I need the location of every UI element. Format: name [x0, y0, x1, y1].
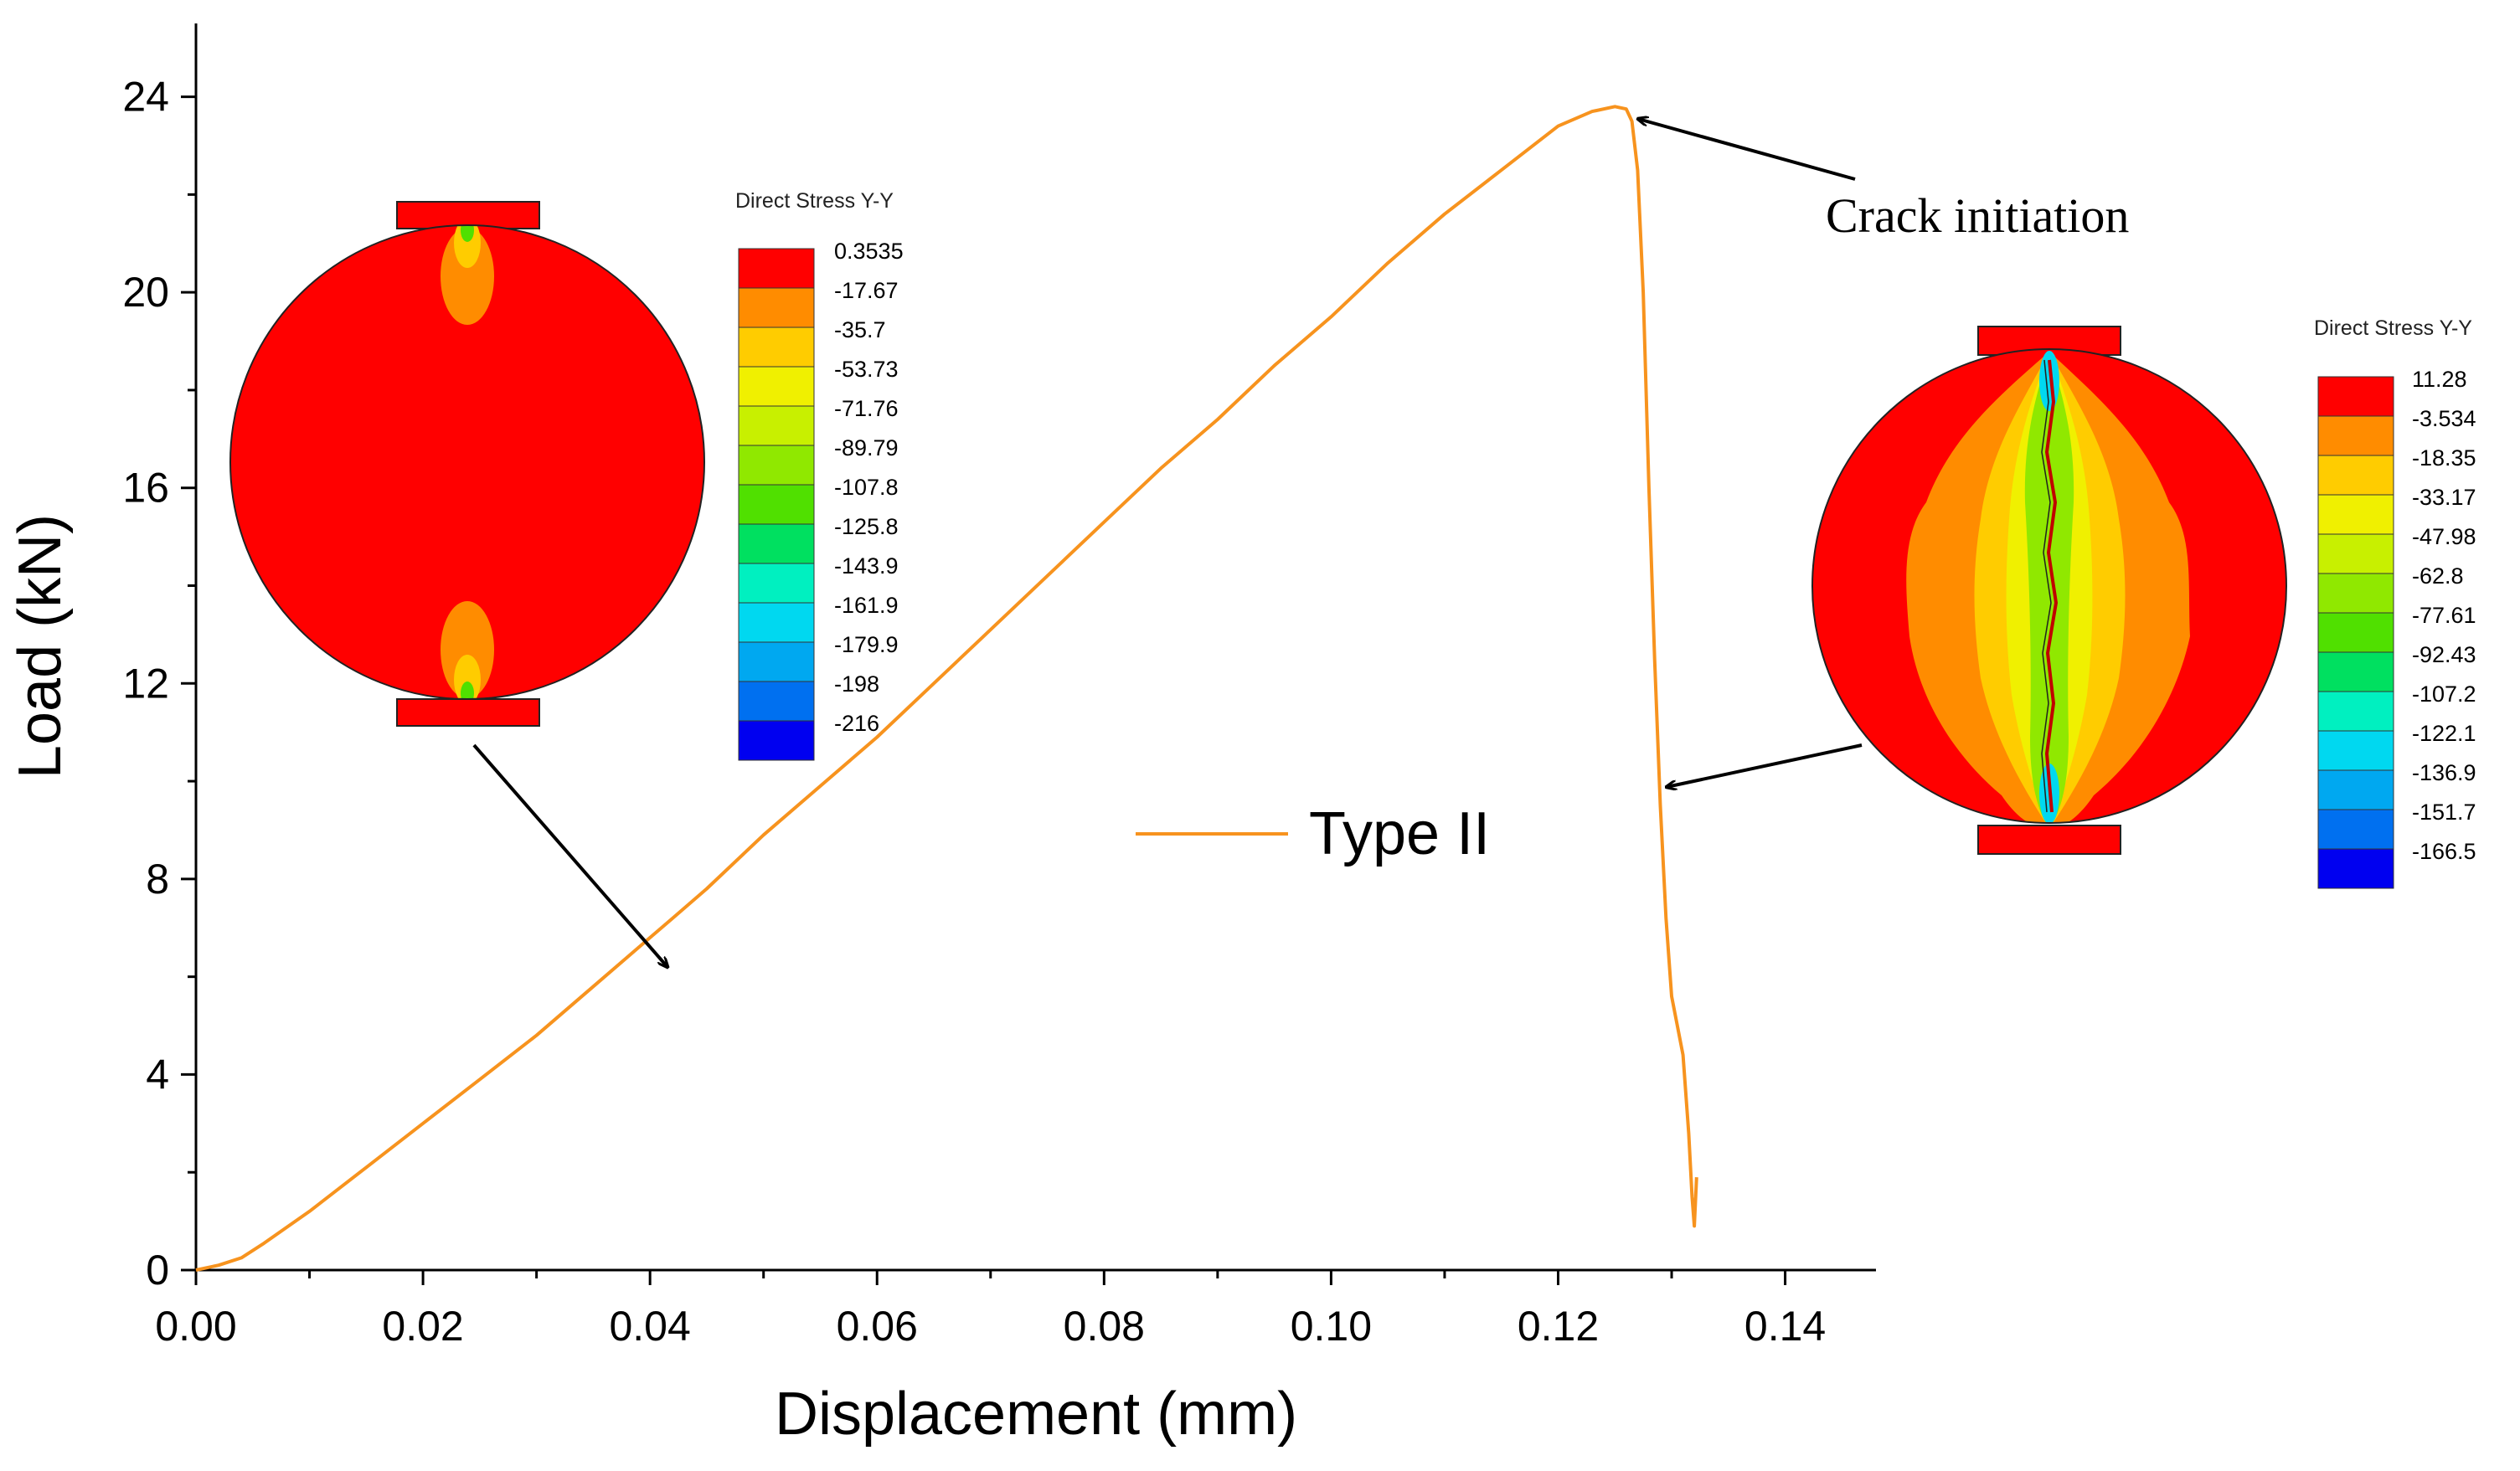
- scale-value-label: -35.7: [834, 317, 886, 342]
- scale-value-label: -136.9: [2412, 760, 2476, 785]
- scale-swatch: [2317, 376, 2394, 417]
- scale-value-label: -125.8: [834, 514, 899, 539]
- scale-value-label: 11.28: [2412, 367, 2467, 392]
- scale-value-label: -89.79: [834, 435, 899, 460]
- scale-swatch: [2317, 769, 2394, 810]
- x-tick-label: 0.08: [1064, 1303, 1145, 1350]
- inset-2-crack-outline: [2041, 359, 2052, 813]
- scale-swatch: [738, 484, 815, 525]
- legend: Type II: [1136, 800, 1490, 867]
- inset-1-color-scale: 0.3535 -17.67 -35.7 -53.73 -71.76 -89.79 -107.…: [738, 239, 904, 761]
- inset-1-top-stress-tip: [461, 225, 474, 242]
- scale-value-label: -33.17: [2412, 485, 2476, 510]
- scale-swatch: [2317, 494, 2394, 535]
- series-line-type-ii: [195, 105, 1698, 1272]
- scale-swatch: [738, 523, 815, 564]
- scale-swatch: [2317, 691, 2394, 732]
- scale-value-label: -151.7: [2412, 800, 2476, 825]
- scale-value-label: -161.9: [834, 593, 899, 618]
- y-tick-label: 12: [122, 660, 169, 707]
- scale-swatch: [2317, 848, 2394, 889]
- scale-swatch: [738, 248, 815, 289]
- inset-1-top-platen: [396, 201, 540, 229]
- inset-1-arrow: [472, 743, 667, 967]
- scale-value-label: -62.8: [2412, 563, 2464, 589]
- scale-swatch: [738, 681, 815, 722]
- scale-swatch: [738, 366, 815, 407]
- scale-swatch: [2317, 809, 2394, 850]
- scale-value-label: -53.73: [834, 357, 899, 382]
- x-tick-label: 0.06: [837, 1303, 918, 1350]
- y-tick-label: 8: [146, 856, 169, 903]
- x-ticks: 0.00 0.02 0.04 0.06 0.08 0.10 0.12 0.14: [155, 1270, 1826, 1350]
- crack-initiation-label: Crack initiation: [1826, 188, 2129, 243]
- scale-swatch: [738, 445, 815, 486]
- scale-swatch: [738, 641, 815, 682]
- scale-value-label: -107.8: [834, 475, 899, 500]
- x-tick-label: 0.00: [155, 1303, 236, 1350]
- scale-value-label: 0.3535: [834, 239, 904, 264]
- y-tick-label: 20: [122, 269, 169, 316]
- scale-value-label: -143.9: [834, 553, 899, 579]
- scale-value-label: -107.2: [2412, 681, 2476, 707]
- x-tick-label: 0.10: [1291, 1303, 1372, 1350]
- scale-value-label: -18.35: [2412, 445, 2476, 471]
- inset-2-scale-title: Direct Stress Y-Y: [2314, 316, 2472, 340]
- x-tick-label: 0.14: [1744, 1303, 1826, 1350]
- y-axis-label: Load (kN): [7, 514, 74, 779]
- scale-swatch: [738, 287, 815, 328]
- scale-value-label: -3.534: [2412, 406, 2476, 431]
- inset-2-stress-map: Direct Stress Y-Y 11.28 -3.534 -18.35 -33.1…: [1811, 316, 2476, 889]
- y-ticks: 0 4 8 12 16 20 24: [122, 74, 196, 1294]
- inset-1-top-stress-zone: [441, 228, 494, 325]
- inset-2-bottom-platen: [1977, 825, 2121, 855]
- inset-1-stress-map: Direct Stress Y-Y 0.3535 -17.67 -35.7 -53.7…: [229, 189, 904, 761]
- scale-value-label: -166.5: [2412, 839, 2476, 864]
- inset-1-bottom-stress-zone: [441, 601, 494, 698]
- y-tick-label: 4: [146, 1051, 169, 1098]
- scale-swatch: [738, 405, 815, 446]
- scale-swatch: [738, 563, 815, 604]
- scale-value-label: -71.76: [834, 396, 899, 421]
- inset-2-color-scale: 11.28 -3.534 -18.35 -33.17 -47.98 -62.8 -77.61…: [2317, 367, 2476, 889]
- scale-value-label: -198: [834, 671, 879, 697]
- scale-swatch: [2317, 533, 2394, 574]
- legend-label: Type II: [1309, 800, 1490, 867]
- y-tick-label: 0: [146, 1247, 169, 1294]
- scale-value-label: -122.1: [2412, 721, 2476, 746]
- crack-initiation-arrow: [1638, 119, 1856, 181]
- scale-value-label: -77.61: [2412, 603, 2476, 628]
- scale-swatch: [738, 720, 815, 761]
- scale-swatch: [2317, 455, 2394, 496]
- inset-2-top-blue-zone: [2039, 351, 2059, 411]
- x-tick-label: 0.12: [1518, 1303, 1599, 1350]
- scale-value-label: -179.9: [834, 632, 899, 657]
- scale-value-label: -47.98: [2412, 524, 2476, 549]
- y-tick-label: 16: [122, 465, 169, 512]
- series-group: [195, 105, 1698, 1272]
- inset-2-crack: [2044, 359, 2059, 813]
- inset-1-scale-title: Direct Stress Y-Y: [735, 189, 894, 213]
- scale-value-label: -92.43: [2412, 642, 2476, 667]
- scale-swatch: [738, 602, 815, 643]
- y-tick-label: 24: [122, 74, 169, 121]
- scale-value-label: -17.67: [834, 278, 899, 303]
- scale-swatch: [738, 327, 815, 368]
- scale-value-label: -216: [834, 711, 879, 736]
- inset-1-bottom-stress-tip: [461, 681, 474, 699]
- inset-2-arrow: [1667, 743, 1863, 787]
- x-tick-label: 0.04: [609, 1303, 690, 1350]
- scale-swatch: [2317, 573, 2394, 614]
- inset-1-bottom-platen: [396, 698, 540, 727]
- axes: [194, 23, 1876, 1272]
- scale-swatch: [2317, 730, 2394, 771]
- x-axis-label: Displacement (mm): [775, 1381, 1297, 1448]
- inset-1-disc: [230, 225, 704, 699]
- scale-swatch: [2317, 651, 2394, 692]
- inset-1-bottom-stress-core: [454, 655, 481, 699]
- scale-swatch: [2317, 612, 2394, 653]
- x-tick-label: 0.02: [382, 1303, 463, 1350]
- scale-swatch: [2317, 415, 2394, 456]
